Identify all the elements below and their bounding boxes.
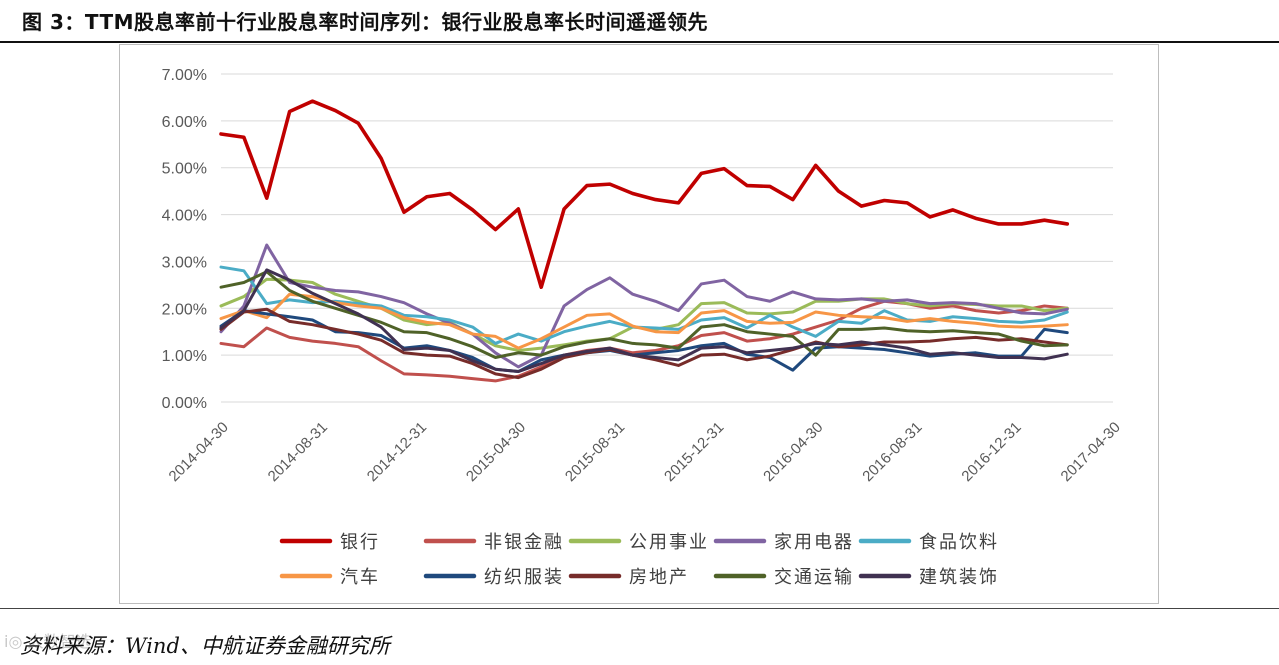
x-tick-label: 2015-04-30 — [463, 419, 529, 485]
x-tick-label: 2015-12-31 — [661, 419, 727, 485]
legend-label: 银行 — [340, 532, 380, 553]
y-tick-label: 1.00% — [162, 348, 207, 365]
series-line — [219, 299, 1069, 383]
y-tick-label: 5.00% — [162, 161, 207, 178]
y-tick-label: 2.00% — [162, 301, 207, 318]
legend-label: 建筑装饰 — [919, 567, 999, 588]
legend-label: 食品饮料 — [919, 532, 999, 553]
y-tick-label: 3.00% — [162, 254, 207, 271]
series-line — [219, 243, 1069, 369]
watermark: i◎ 太数智选 — [4, 632, 92, 651]
x-tick-label: 2015-08-31 — [562, 419, 628, 485]
figure-title: 图 3：TTM股息率前十行业股息率时间序列：银行业股息率长时间遥遥领先 — [22, 10, 709, 34]
y-tick-label: 0.00% — [162, 395, 207, 412]
legend-label: 公用事业 — [629, 532, 709, 553]
legend-label: 纺织服装 — [484, 567, 564, 588]
x-tick-label: 2014-12-31 — [364, 419, 430, 485]
x-tick-label: 2014-08-31 — [265, 419, 331, 485]
chart-frame: 0.00% 1.00% 2.00% 3.00% 4.00% 5.00% 6.00% 7.00%… — [119, 44, 1159, 604]
x-tick-label: 2016-04-30 — [760, 419, 826, 485]
x-tick-label: 2016-08-31 — [859, 419, 925, 485]
legend-label: 房地产 — [629, 567, 689, 588]
line-chart: 0.00% 1.00% 2.00% 3.00% 4.00% 5.00% 6.00% 7.00%… — [162, 67, 1124, 588]
x-tick-label: 2016-12-31 — [958, 419, 1024, 485]
series-line — [219, 292, 1069, 350]
legend-label: 家用电器 — [774, 532, 854, 553]
y-tick-label: 4.00% — [162, 208, 207, 225]
series-line — [219, 268, 1069, 374]
top-rule — [0, 41, 1279, 43]
x-tick-label: 2017-04-30 — [1058, 419, 1124, 485]
legend-label: 汽车 — [340, 567, 380, 588]
bottom-rule — [0, 608, 1279, 609]
y-tick-label: 6.00% — [162, 114, 207, 131]
source-note: 资料来源：Wind、中航证券金融研究所 — [20, 634, 390, 658]
series-line — [219, 309, 1069, 374]
legend-label: 非银金融 — [484, 532, 564, 553]
series-line — [219, 99, 1070, 289]
x-tick-label: 2014-04-30 — [166, 419, 232, 485]
y-tick-label: 7.00% — [162, 67, 207, 84]
legend-label: 交通运输 — [774, 567, 854, 588]
